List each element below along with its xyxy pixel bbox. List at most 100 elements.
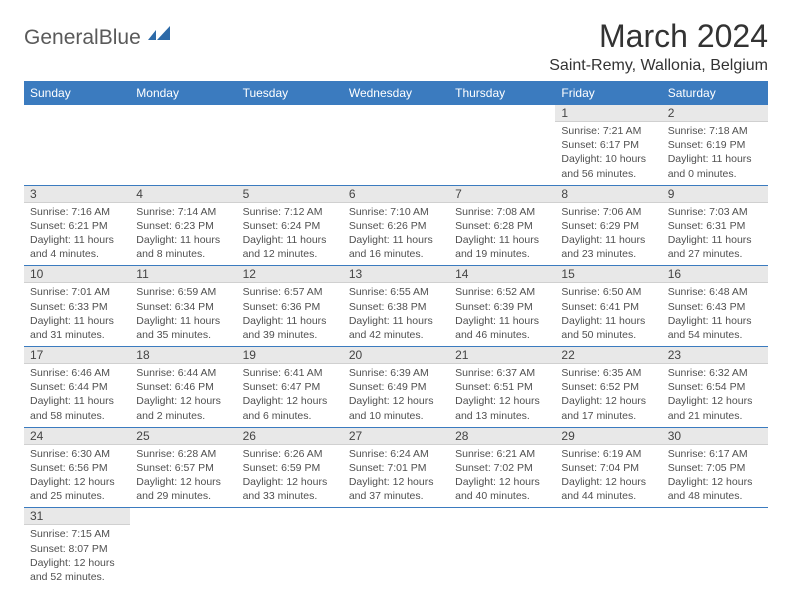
day-content: Sunrise: 6:41 AMSunset: 6:47 PMDaylight:… <box>237 364 343 427</box>
calendar-cell: 13Sunrise: 6:55 AMSunset: 6:38 PMDayligh… <box>343 266 449 347</box>
calendar-cell <box>237 105 343 185</box>
col-sunday: Sunday <box>24 81 130 105</box>
logo-text-blue: Blue <box>99 26 141 49</box>
day-number: 23 <box>662 347 768 364</box>
day-number: 25 <box>130 428 236 445</box>
day-number: 30 <box>662 428 768 445</box>
calendar-cell <box>24 105 130 185</box>
day-number: 1 <box>555 105 661 122</box>
calendar-row: 1Sunrise: 7:21 AMSunset: 6:17 PMDaylight… <box>24 105 768 185</box>
day-number: 29 <box>555 428 661 445</box>
calendar-cell: 31Sunrise: 7:15 AMSunset: 8:07 PMDayligh… <box>24 508 130 588</box>
logo: GeneralBlue <box>24 18 174 48</box>
day-number: 12 <box>237 266 343 283</box>
calendar-cell <box>555 508 661 588</box>
calendar-cell: 23Sunrise: 6:32 AMSunset: 6:54 PMDayligh… <box>662 347 768 428</box>
day-content: Sunrise: 6:57 AMSunset: 6:36 PMDaylight:… <box>237 283 343 346</box>
calendar-cell: 18Sunrise: 6:44 AMSunset: 6:46 PMDayligh… <box>130 347 236 428</box>
day-number: 27 <box>343 428 449 445</box>
day-number: 2 <box>662 105 768 122</box>
day-number: 3 <box>24 186 130 203</box>
day-content: Sunrise: 6:17 AMSunset: 7:05 PMDaylight:… <box>662 445 768 508</box>
calendar-cell: 28Sunrise: 6:21 AMSunset: 7:02 PMDayligh… <box>449 427 555 508</box>
col-wednesday: Wednesday <box>343 81 449 105</box>
calendar-cell: 3Sunrise: 7:16 AMSunset: 6:21 PMDaylight… <box>24 185 130 266</box>
day-number: 15 <box>555 266 661 283</box>
calendar-cell: 17Sunrise: 6:46 AMSunset: 6:44 PMDayligh… <box>24 347 130 428</box>
day-content: Sunrise: 6:59 AMSunset: 6:34 PMDaylight:… <box>130 283 236 346</box>
day-number: 9 <box>662 186 768 203</box>
calendar-row: 17Sunrise: 6:46 AMSunset: 6:44 PMDayligh… <box>24 347 768 428</box>
day-number: 26 <box>237 428 343 445</box>
day-content: Sunrise: 6:32 AMSunset: 6:54 PMDaylight:… <box>662 364 768 427</box>
calendar-cell <box>237 508 343 588</box>
day-content: Sunrise: 6:30 AMSunset: 6:56 PMDaylight:… <box>24 445 130 508</box>
calendar-cell: 8Sunrise: 7:06 AMSunset: 6:29 PMDaylight… <box>555 185 661 266</box>
day-content: Sunrise: 6:24 AMSunset: 7:01 PMDaylight:… <box>343 445 449 508</box>
day-content: Sunrise: 6:55 AMSunset: 6:38 PMDaylight:… <box>343 283 449 346</box>
day-number: 13 <box>343 266 449 283</box>
calendar-cell: 19Sunrise: 6:41 AMSunset: 6:47 PMDayligh… <box>237 347 343 428</box>
day-content: Sunrise: 7:21 AMSunset: 6:17 PMDaylight:… <box>555 122 661 185</box>
title-block: March 2024 Saint-Remy, Wallonia, Belgium <box>549 18 768 75</box>
day-number: 11 <box>130 266 236 283</box>
day-number: 20 <box>343 347 449 364</box>
day-content: Sunrise: 6:50 AMSunset: 6:41 PMDaylight:… <box>555 283 661 346</box>
day-number: 19 <box>237 347 343 364</box>
logo-text-gray: General <box>24 26 99 49</box>
day-content: Sunrise: 6:39 AMSunset: 6:49 PMDaylight:… <box>343 364 449 427</box>
calendar-cell: 4Sunrise: 7:14 AMSunset: 6:23 PMDaylight… <box>130 185 236 266</box>
calendar-cell: 9Sunrise: 7:03 AMSunset: 6:31 PMDaylight… <box>662 185 768 266</box>
day-number: 16 <box>662 266 768 283</box>
calendar-row: 24Sunrise: 6:30 AMSunset: 6:56 PMDayligh… <box>24 427 768 508</box>
day-number: 8 <box>555 186 661 203</box>
day-number: 14 <box>449 266 555 283</box>
calendar-cell <box>662 508 768 588</box>
calendar-cell: 1Sunrise: 7:21 AMSunset: 6:17 PMDaylight… <box>555 105 661 185</box>
day-number: 18 <box>130 347 236 364</box>
calendar-cell: 21Sunrise: 6:37 AMSunset: 6:51 PMDayligh… <box>449 347 555 428</box>
day-content: Sunrise: 6:48 AMSunset: 6:43 PMDaylight:… <box>662 283 768 346</box>
day-content: Sunrise: 7:10 AMSunset: 6:26 PMDaylight:… <box>343 203 449 266</box>
day-number: 5 <box>237 186 343 203</box>
day-number: 21 <box>449 347 555 364</box>
day-content: Sunrise: 7:18 AMSunset: 6:19 PMDaylight:… <box>662 122 768 185</box>
calendar-cell <box>343 508 449 588</box>
calendar-cell: 22Sunrise: 6:35 AMSunset: 6:52 PMDayligh… <box>555 347 661 428</box>
calendar-cell: 27Sunrise: 6:24 AMSunset: 7:01 PMDayligh… <box>343 427 449 508</box>
day-content: Sunrise: 7:15 AMSunset: 8:07 PMDaylight:… <box>24 525 130 588</box>
calendar-cell: 16Sunrise: 6:48 AMSunset: 6:43 PMDayligh… <box>662 266 768 347</box>
month-title: March 2024 <box>549 18 768 55</box>
calendar-cell: 20Sunrise: 6:39 AMSunset: 6:49 PMDayligh… <box>343 347 449 428</box>
col-friday: Friday <box>555 81 661 105</box>
calendar-cell: 26Sunrise: 6:26 AMSunset: 6:59 PMDayligh… <box>237 427 343 508</box>
calendar-cell: 15Sunrise: 6:50 AMSunset: 6:41 PMDayligh… <box>555 266 661 347</box>
day-number: 17 <box>24 347 130 364</box>
calendar-cell: 29Sunrise: 6:19 AMSunset: 7:04 PMDayligh… <box>555 427 661 508</box>
day-content: Sunrise: 7:12 AMSunset: 6:24 PMDaylight:… <box>237 203 343 266</box>
location: Saint-Remy, Wallonia, Belgium <box>549 57 768 75</box>
day-number: 10 <box>24 266 130 283</box>
day-content: Sunrise: 6:46 AMSunset: 6:44 PMDaylight:… <box>24 364 130 427</box>
calendar-row: 31Sunrise: 7:15 AMSunset: 8:07 PMDayligh… <box>24 508 768 588</box>
calendar-row: 10Sunrise: 7:01 AMSunset: 6:33 PMDayligh… <box>24 266 768 347</box>
col-thursday: Thursday <box>449 81 555 105</box>
calendar-cell <box>449 105 555 185</box>
day-content: Sunrise: 7:08 AMSunset: 6:28 PMDaylight:… <box>449 203 555 266</box>
calendar-cell: 6Sunrise: 7:10 AMSunset: 6:26 PMDaylight… <box>343 185 449 266</box>
calendar-cell: 12Sunrise: 6:57 AMSunset: 6:36 PMDayligh… <box>237 266 343 347</box>
calendar-table: Sunday Monday Tuesday Wednesday Thursday… <box>24 81 768 588</box>
day-content: Sunrise: 7:14 AMSunset: 6:23 PMDaylight:… <box>130 203 236 266</box>
day-number: 6 <box>343 186 449 203</box>
day-content: Sunrise: 6:28 AMSunset: 6:57 PMDaylight:… <box>130 445 236 508</box>
day-content: Sunrise: 6:52 AMSunset: 6:39 PMDaylight:… <box>449 283 555 346</box>
day-content: Sunrise: 7:16 AMSunset: 6:21 PMDaylight:… <box>24 203 130 266</box>
day-number: 7 <box>449 186 555 203</box>
day-content: Sunrise: 6:35 AMSunset: 6:52 PMDaylight:… <box>555 364 661 427</box>
calendar-cell: 11Sunrise: 6:59 AMSunset: 6:34 PMDayligh… <box>130 266 236 347</box>
calendar-cell: 7Sunrise: 7:08 AMSunset: 6:28 PMDaylight… <box>449 185 555 266</box>
calendar-cell: 2Sunrise: 7:18 AMSunset: 6:19 PMDaylight… <box>662 105 768 185</box>
header: GeneralBlue March 2024 Saint-Remy, Wallo… <box>24 18 768 75</box>
calendar-cell: 30Sunrise: 6:17 AMSunset: 7:05 PMDayligh… <box>662 427 768 508</box>
calendar-cell: 24Sunrise: 6:30 AMSunset: 6:56 PMDayligh… <box>24 427 130 508</box>
